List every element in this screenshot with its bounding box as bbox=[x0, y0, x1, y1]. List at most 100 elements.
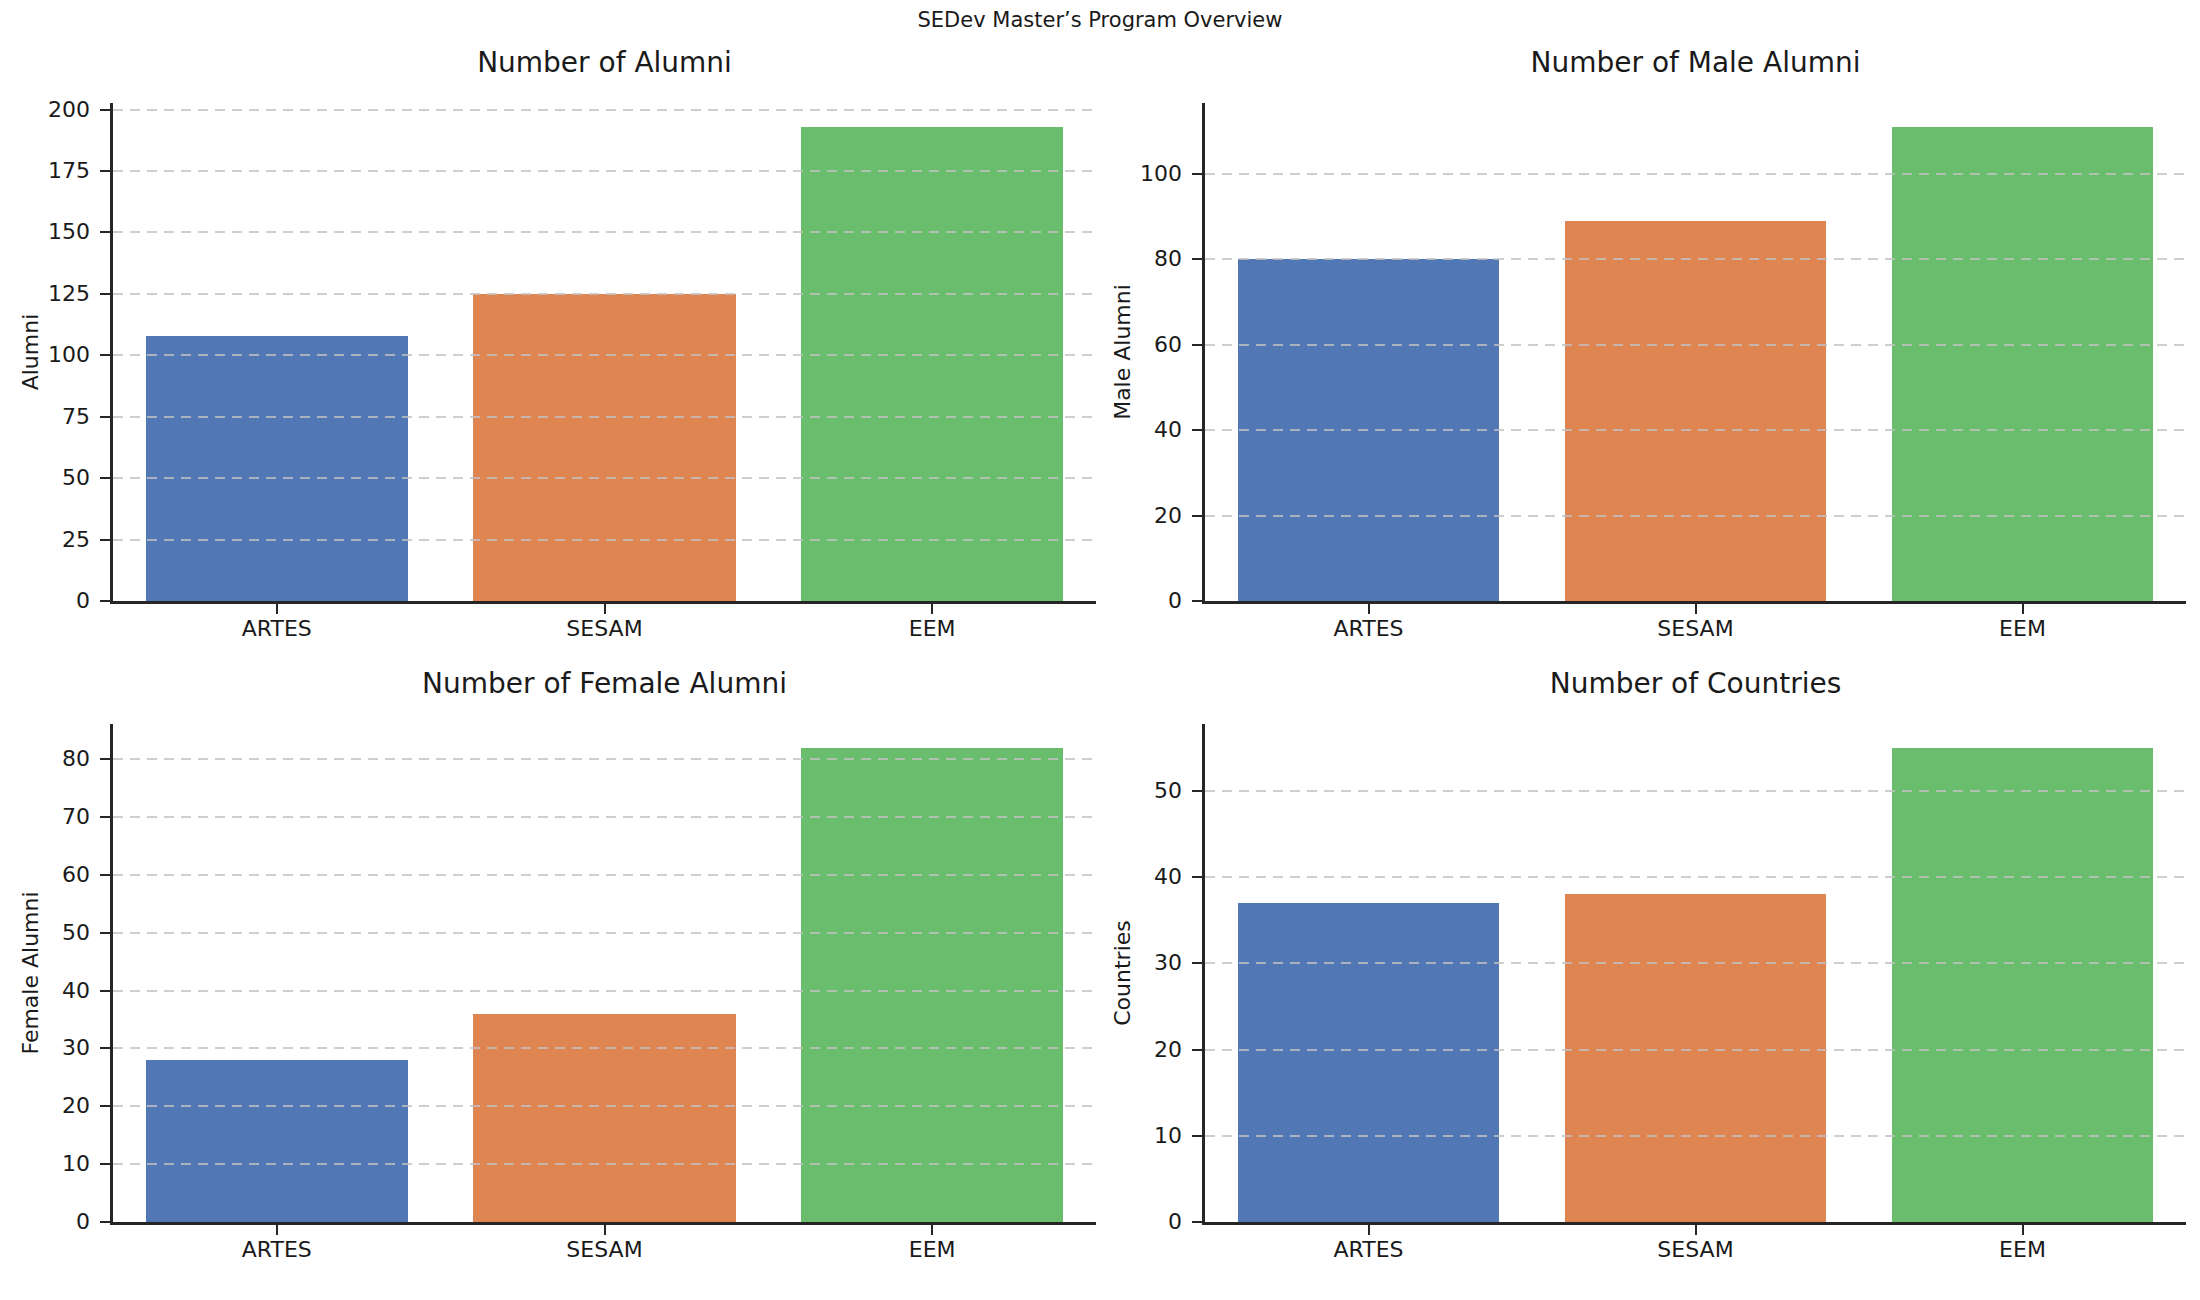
y-axis-spine bbox=[110, 103, 113, 604]
gridline bbox=[1205, 258, 2186, 260]
x-tick-label: EEM bbox=[822, 615, 1042, 643]
gridline bbox=[113, 932, 1096, 934]
bar-sesam bbox=[473, 294, 735, 601]
gridline bbox=[1205, 429, 2186, 431]
y-tick-mark bbox=[1192, 1049, 1202, 1051]
x-tick-mark bbox=[2022, 1225, 2024, 1235]
y-tick-label: 30 bbox=[1072, 949, 1182, 977]
x-tick-label: SESAM bbox=[1586, 1236, 1806, 1264]
y-tick-mark bbox=[100, 1047, 110, 1049]
y-tick-label: 40 bbox=[1072, 863, 1182, 891]
y-tick-mark bbox=[100, 1105, 110, 1107]
figure-suptitle: SEDev Master’s Program Overview bbox=[0, 8, 2200, 32]
gridline bbox=[113, 231, 1096, 233]
y-tick-label: 10 bbox=[1072, 1122, 1182, 1150]
y-tick-mark bbox=[100, 293, 110, 295]
x-tick-mark bbox=[931, 1225, 933, 1235]
gridline bbox=[113, 1163, 1096, 1165]
gridline bbox=[113, 477, 1096, 479]
y-tick-label: 25 bbox=[0, 526, 90, 554]
x-tick-label: ARTES bbox=[1259, 615, 1479, 643]
gridline bbox=[1205, 515, 2186, 517]
gridline bbox=[113, 109, 1096, 111]
x-tick-mark bbox=[1695, 604, 1697, 614]
x-tick-label: EEM bbox=[1913, 1236, 2133, 1264]
y-tick-label: 150 bbox=[0, 218, 90, 246]
x-tick-label: SESAM bbox=[495, 1236, 715, 1264]
y-tick-mark bbox=[100, 816, 110, 818]
y-tick-label: 0 bbox=[0, 1208, 90, 1236]
y-tick-mark bbox=[1192, 173, 1202, 175]
y-tick-label: 20 bbox=[0, 1092, 90, 1120]
y-tick-mark bbox=[1192, 258, 1202, 260]
y-axis-label: Female Alumni bbox=[18, 891, 43, 1054]
chart-title: Number of Alumni bbox=[113, 45, 1096, 81]
y-tick-mark bbox=[100, 354, 110, 356]
y-tick-mark bbox=[100, 539, 110, 541]
y-tick-mark bbox=[100, 600, 110, 602]
y-tick-mark bbox=[1192, 876, 1202, 878]
gridline bbox=[113, 758, 1096, 760]
y-tick-mark bbox=[100, 874, 110, 876]
gridline bbox=[113, 990, 1096, 992]
gridline bbox=[113, 354, 1096, 356]
gridline bbox=[113, 293, 1096, 295]
gridline bbox=[1205, 173, 2186, 175]
x-tick-label: EEM bbox=[1913, 615, 2133, 643]
x-tick-mark bbox=[604, 1225, 606, 1235]
x-tick-mark bbox=[604, 604, 606, 614]
y-tick-mark bbox=[100, 990, 110, 992]
gridline bbox=[1205, 790, 2186, 792]
y-tick-label: 70 bbox=[0, 803, 90, 831]
y-tick-mark bbox=[100, 1221, 110, 1223]
y-tick-mark bbox=[1192, 962, 1202, 964]
gridline bbox=[113, 539, 1096, 541]
chart-title: Number of Male Alumni bbox=[1205, 45, 2186, 81]
x-tick-mark bbox=[276, 1225, 278, 1235]
y-tick-label: 30 bbox=[0, 1034, 90, 1062]
gridline bbox=[113, 1105, 1096, 1107]
y-tick-label: 40 bbox=[1072, 416, 1182, 444]
y-tick-mark bbox=[1192, 515, 1202, 517]
x-tick-label: EEM bbox=[822, 1236, 1042, 1264]
y-tick-label: 10 bbox=[0, 1150, 90, 1178]
gridline bbox=[1205, 1049, 2186, 1051]
bar-sesam bbox=[1565, 894, 1827, 1222]
y-tick-label: 50 bbox=[0, 464, 90, 492]
y-tick-label: 50 bbox=[1072, 777, 1182, 805]
y-tick-label: 100 bbox=[0, 341, 90, 369]
chart-title: Number of Countries bbox=[1205, 666, 2186, 702]
gridline bbox=[1205, 962, 2186, 964]
bar-artes bbox=[146, 1060, 408, 1222]
y-tick-label: 60 bbox=[0, 861, 90, 889]
bar-sesam bbox=[1565, 221, 1827, 601]
y-axis-spine bbox=[1202, 103, 1205, 604]
y-tick-mark bbox=[100, 416, 110, 418]
x-tick-label: ARTES bbox=[1259, 1236, 1479, 1264]
y-tick-label: 100 bbox=[1072, 160, 1182, 188]
bar-artes bbox=[146, 336, 408, 601]
x-tick-label: SESAM bbox=[1586, 615, 1806, 643]
bar-eem bbox=[801, 748, 1063, 1222]
y-tick-mark bbox=[100, 932, 110, 934]
y-tick-label: 20 bbox=[1072, 502, 1182, 530]
x-tick-mark bbox=[1368, 604, 1370, 614]
gridline bbox=[113, 816, 1096, 818]
y-tick-mark bbox=[1192, 344, 1202, 346]
x-tick-mark bbox=[1695, 1225, 1697, 1235]
y-tick-label: 20 bbox=[1072, 1036, 1182, 1064]
gridline bbox=[1205, 876, 2186, 878]
y-tick-mark bbox=[100, 477, 110, 479]
x-tick-label: ARTES bbox=[167, 615, 387, 643]
y-tick-label: 175 bbox=[0, 157, 90, 185]
gridline bbox=[1205, 1135, 2186, 1137]
y-tick-label: 80 bbox=[0, 745, 90, 773]
chart-title: Number of Female Alumni bbox=[113, 666, 1096, 702]
y-tick-mark bbox=[100, 170, 110, 172]
gridline bbox=[113, 416, 1096, 418]
y-axis-spine bbox=[1202, 724, 1205, 1225]
x-tick-mark bbox=[2022, 604, 2024, 614]
gridline bbox=[113, 874, 1096, 876]
bar-eem bbox=[1892, 748, 2154, 1222]
y-tick-label: 0 bbox=[0, 587, 90, 615]
